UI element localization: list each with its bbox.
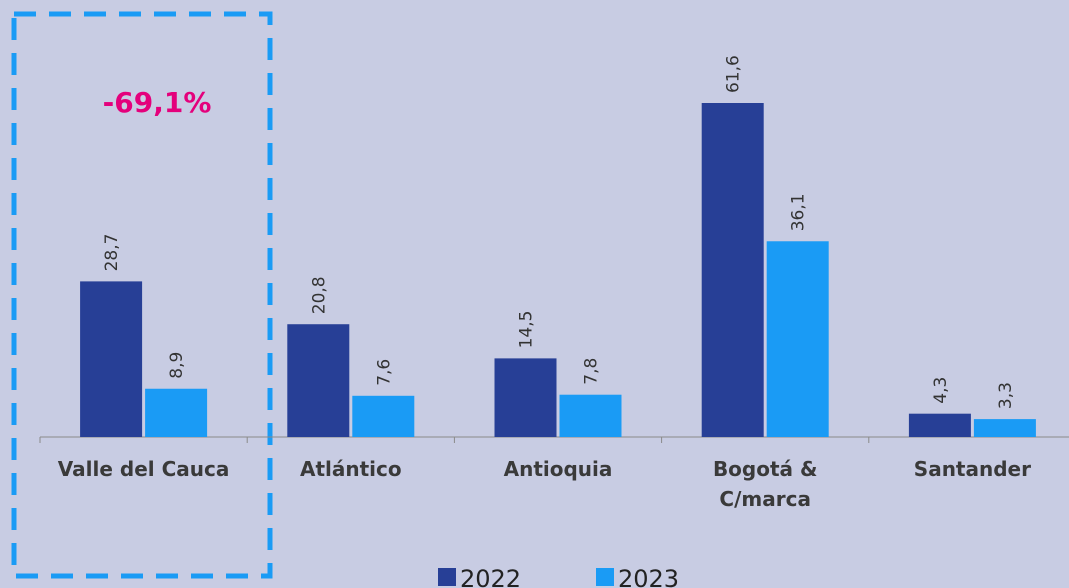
data-label: 3,3 (996, 382, 1016, 409)
data-label: 36,1 (789, 193, 809, 231)
bar-2023 (352, 395, 415, 437)
category-label: Valle del Cauca (58, 457, 230, 481)
legend-swatch-2022 (438, 568, 456, 586)
bar-2022 (494, 358, 557, 437)
bar-2022 (701, 103, 764, 437)
category-label: Santander (914, 457, 1031, 481)
data-label: 28,7 (102, 234, 122, 272)
data-label: 14,5 (517, 311, 537, 349)
bar-2023 (766, 241, 829, 437)
bar-2022 (287, 324, 350, 437)
data-label: 8,9 (167, 352, 187, 379)
change-annotation: -69,1% (103, 86, 212, 119)
data-label: 7,6 (374, 359, 394, 386)
plot-area: 28,7 8,9 Valle del Cauca 20,8 7,6 Atlántico 14… (39, 55, 1069, 511)
bar-2023 (559, 394, 622, 437)
legend-label: 2022 (460, 565, 521, 588)
bar-2022 (80, 281, 143, 437)
category-label: Bogotá & C/marca (713, 457, 818, 511)
data-label: 7,8 (582, 358, 602, 385)
highlight-box (11, 11, 273, 579)
bar-2023 (973, 419, 1036, 437)
bar-2023 (145, 388, 208, 437)
data-label: 4,3 (931, 377, 951, 404)
legend-swatch-2023 (596, 568, 614, 586)
data-label: 20,8 (309, 276, 329, 314)
data-label: 61,6 (724, 55, 744, 93)
category-label: Antioquia (504, 457, 613, 481)
bar-2022 (908, 413, 971, 437)
legend-label: 2023 (618, 565, 679, 588)
legend: 2022 2023 (438, 565, 679, 588)
category-label: Atlántico (300, 457, 402, 481)
